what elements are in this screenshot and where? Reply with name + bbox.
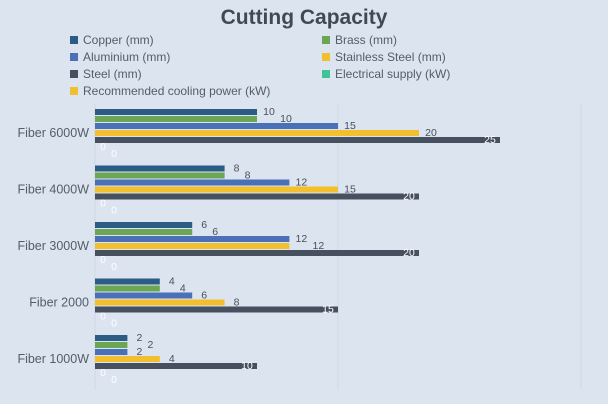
legend-item: Electrical supply (kW) bbox=[322, 67, 450, 81]
data-label: 12 bbox=[296, 177, 308, 189]
data-label: 10 bbox=[263, 106, 275, 118]
data-label: 12 bbox=[296, 233, 308, 245]
bar bbox=[95, 222, 193, 228]
legend-label: Stainless Steel (mm) bbox=[335, 50, 446, 64]
legend-label: Aluminium (mm) bbox=[83, 50, 171, 64]
data-label: 0 bbox=[100, 198, 106, 210]
data-label: 8 bbox=[234, 297, 240, 309]
bar bbox=[95, 278, 160, 285]
legend-label: Electrical supply (kW) bbox=[335, 67, 451, 81]
data-label: 2 bbox=[147, 339, 153, 351]
legend-item: Aluminium (mm) bbox=[70, 50, 170, 64]
data-label: 0 bbox=[100, 311, 106, 323]
category-label: Fiber 2000 bbox=[29, 296, 89, 310]
legend-label: Recommended cooling power (kW) bbox=[83, 84, 271, 98]
legend-swatch bbox=[322, 70, 330, 78]
bar bbox=[95, 250, 419, 256]
data-label: 15 bbox=[344, 184, 356, 196]
bar bbox=[95, 123, 338, 129]
data-label: 0 bbox=[111, 374, 117, 386]
bar bbox=[95, 172, 225, 179]
bar bbox=[95, 356, 160, 362]
data-label: 0 bbox=[100, 367, 106, 379]
bar bbox=[95, 165, 225, 172]
data-label: 4 bbox=[169, 353, 175, 365]
bar bbox=[95, 363, 257, 369]
legend-swatch bbox=[322, 53, 330, 61]
category-label: Fiber 3000W bbox=[17, 239, 89, 253]
bar bbox=[95, 236, 290, 242]
bar bbox=[95, 186, 338, 193]
data-label: 6 bbox=[212, 226, 218, 238]
data-label: 10 bbox=[280, 113, 292, 125]
bar bbox=[95, 243, 290, 249]
category-label: Fiber 1000W bbox=[17, 352, 89, 366]
bar bbox=[95, 130, 419, 136]
legend-item: Steel (mm) bbox=[70, 67, 142, 81]
data-label: 25 bbox=[484, 134, 496, 146]
data-label: 4 bbox=[169, 276, 175, 288]
bar bbox=[95, 109, 257, 115]
data-label: 0 bbox=[111, 318, 117, 330]
data-label: 20 bbox=[403, 247, 415, 259]
data-label: 8 bbox=[245, 170, 251, 182]
bar bbox=[95, 335, 128, 341]
bar bbox=[95, 349, 128, 355]
bar bbox=[95, 292, 193, 299]
legend-swatch bbox=[70, 70, 78, 78]
legend-item: Copper (mm) bbox=[70, 33, 154, 47]
bar bbox=[95, 137, 500, 143]
data-label: 20 bbox=[425, 127, 437, 139]
legend-swatch bbox=[70, 87, 78, 95]
category-label: Fiber 4000W bbox=[17, 183, 89, 197]
bar bbox=[95, 229, 193, 235]
data-label: 15 bbox=[344, 120, 356, 132]
data-label: 4 bbox=[180, 283, 186, 295]
data-label: 10 bbox=[241, 360, 253, 372]
data-label: 6 bbox=[201, 219, 207, 231]
legend-swatch bbox=[70, 53, 78, 61]
data-label: 12 bbox=[313, 240, 325, 252]
data-label: 15 bbox=[322, 304, 334, 316]
bar bbox=[95, 342, 128, 348]
legend-item: Recommended cooling power (kW) bbox=[70, 84, 270, 98]
legend-swatch bbox=[322, 36, 330, 44]
bar bbox=[95, 116, 257, 122]
legend-label: Brass (mm) bbox=[335, 33, 397, 47]
data-label: 2 bbox=[136, 332, 142, 344]
legend-swatch bbox=[70, 36, 78, 44]
bar bbox=[95, 193, 419, 200]
data-label: 6 bbox=[201, 290, 207, 302]
data-label: 8 bbox=[234, 163, 240, 175]
legend-label: Steel (mm) bbox=[83, 67, 142, 81]
data-label: 0 bbox=[111, 205, 117, 217]
bar bbox=[95, 285, 160, 292]
legend-item: Stainless Steel (mm) bbox=[322, 50, 446, 64]
category-label: Fiber 6000W bbox=[17, 126, 89, 140]
data-label: 2 bbox=[136, 346, 142, 358]
data-label: 0 bbox=[100, 141, 106, 153]
bar bbox=[95, 179, 290, 186]
data-label: 0 bbox=[111, 148, 117, 160]
bar bbox=[95, 306, 338, 313]
legend-item: Brass (mm) bbox=[322, 33, 397, 47]
data-label: 20 bbox=[403, 191, 415, 203]
data-label: 0 bbox=[111, 261, 117, 273]
chart-title: Cutting Capacity bbox=[220, 6, 388, 29]
legend-label: Copper (mm) bbox=[83, 33, 154, 47]
bar bbox=[95, 299, 225, 306]
data-label: 0 bbox=[100, 254, 106, 266]
